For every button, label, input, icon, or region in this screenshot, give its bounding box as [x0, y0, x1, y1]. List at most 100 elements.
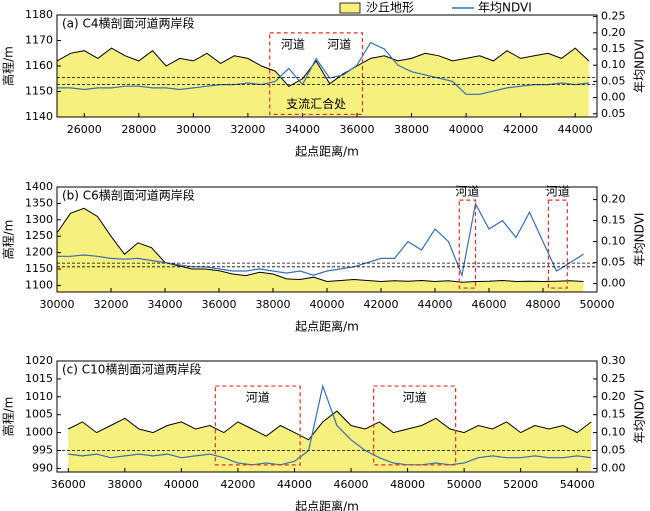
terrain-fill	[57, 48, 589, 117]
y2-tick-label: 0.05	[601, 107, 626, 120]
x-tick-label: 52000	[503, 478, 538, 491]
y2-axis-label: 年均NDVI	[633, 39, 647, 93]
x-tick-label: 26000	[67, 123, 102, 136]
y-tick-label: 995	[32, 444, 53, 457]
region-label: 河道	[327, 37, 351, 51]
channel-region	[214, 385, 301, 466]
ndvi-line	[68, 383, 592, 466]
region-label: 河道	[546, 185, 570, 199]
y-tick-label: 1350	[25, 196, 53, 209]
y-tick-label: 1140	[25, 110, 53, 123]
y2-tick-label: 0.20	[601, 26, 626, 39]
channel-region	[373, 385, 457, 466]
channel-region	[269, 32, 364, 116]
x-tick-label: 40000	[310, 298, 345, 311]
x-tick-label: 32000	[94, 298, 129, 311]
ndvi-line	[57, 202, 584, 278]
x-tick-label: 34000	[285, 123, 320, 136]
y2-tick-label: 0.05	[601, 256, 626, 269]
y-tick-label: 1005	[25, 408, 53, 421]
panel-title: (a) C4横剖面河道两岸段	[62, 16, 195, 31]
y-tick-label: 1170	[25, 34, 53, 47]
x-tick-label: 44000	[418, 298, 453, 311]
panel-title: (b) C6横剖面河道两岸段	[62, 188, 195, 203]
x-axis-label: 起点距离/m	[295, 499, 359, 511]
x-tick-label: 42000	[503, 123, 538, 136]
y-tick-label: 1180	[25, 8, 53, 21]
y2-tick-label: 0.20	[601, 193, 626, 206]
x-tick-label: 44000	[558, 123, 593, 136]
y2-tick-label: 0.05	[601, 74, 626, 87]
x-tick-label: 38000	[256, 298, 291, 311]
terrain-line	[57, 207, 584, 283]
y2-tick-label: 0.10	[601, 58, 626, 71]
x-tick-label: 30000	[176, 123, 211, 136]
terrain-line	[57, 47, 590, 88]
y2-tick-label: 0.00	[601, 277, 626, 290]
y-tick-label: 1250	[25, 229, 53, 242]
y-tick-label: 1010	[25, 390, 53, 403]
x-tick-label: 46000	[334, 478, 369, 491]
y2-tick-label: 0.05	[601, 444, 626, 457]
x-tick-label: 38000	[107, 478, 142, 491]
x-tick-label: 32000	[230, 123, 265, 136]
y-tick-label: 1150	[25, 85, 53, 98]
x-tick-label: 36000	[202, 298, 237, 311]
channel-region	[458, 199, 477, 289]
x-tick-label: 48000	[526, 298, 561, 311]
y-tick-label: 1150	[25, 262, 53, 275]
y2-axis-label: 年均NDVI	[633, 213, 647, 267]
x-tick-label: 44000	[277, 478, 312, 491]
x-tick-label: 42000	[220, 478, 255, 491]
y2-tick-label: 0.25	[601, 10, 626, 23]
legend-label: 年均NDVI	[478, 1, 532, 15]
y2-tick-label: 0.15	[601, 408, 626, 421]
x-tick-label: 42000	[364, 298, 399, 311]
y-axis-label: 高程/m	[1, 397, 16, 437]
x-tick-label: 50000	[580, 298, 615, 311]
x-tick-label: 34000	[148, 298, 183, 311]
y-tick-label: 1015	[25, 372, 53, 385]
x-tick-label: 54000	[560, 478, 595, 491]
x-axis-label: 起点距离/m	[295, 319, 359, 334]
y-tick-label: 1400	[25, 180, 53, 193]
x-tick-label: 50000	[447, 478, 482, 491]
region-label: 河道	[455, 185, 479, 199]
terrain-line	[68, 410, 592, 441]
y2-tick-label: 0.20	[601, 390, 626, 403]
x-axis-label: 起点距离/m	[295, 144, 359, 159]
plot-frame	[56, 360, 598, 473]
panel-title: (c) C10横剖面河道两岸段	[62, 362, 201, 377]
y2-tick-label: 0.25	[601, 372, 626, 385]
x-tick-label: 46000	[472, 298, 507, 311]
y-axis-label: 高程/m	[1, 220, 16, 260]
y-tick-label: 1020	[25, 354, 53, 367]
y-tick-label: 1160	[25, 59, 53, 72]
y2-tick-label: 0.00	[601, 91, 626, 104]
y2-tick-label: 0.15	[601, 42, 626, 55]
terrain-fill	[68, 411, 592, 472]
y2-axis-label: 年均NDVI	[633, 390, 647, 444]
x-tick-label: 40000	[449, 123, 484, 136]
channel-region	[547, 199, 568, 289]
region-note: 支流汇合处	[286, 96, 346, 111]
y2-tick-label: 0.15	[601, 214, 626, 227]
y2-tick-label: 0.00	[601, 461, 626, 474]
region-label: 河道	[281, 37, 305, 51]
y2-tick-label: 0.10	[601, 426, 626, 439]
y2-tick-label: 0.10	[601, 235, 626, 248]
x-tick-label: 36000	[340, 123, 375, 136]
x-tick-label: 30000	[40, 298, 75, 311]
y-tick-label: 1100	[25, 278, 53, 291]
legend-swatch	[339, 2, 361, 14]
terrain-fill	[57, 208, 584, 292]
y-tick-label: 1300	[25, 213, 53, 226]
x-tick-label: 38000	[394, 123, 429, 136]
y-tick-label: 990	[32, 461, 53, 474]
region-label: 河道	[246, 391, 270, 405]
region-label: 河道	[403, 391, 427, 405]
y2-tick-label: 0.30	[601, 354, 626, 367]
y-axis-label: 高程/m	[1, 46, 16, 86]
x-tick-label: 40000	[164, 478, 199, 491]
